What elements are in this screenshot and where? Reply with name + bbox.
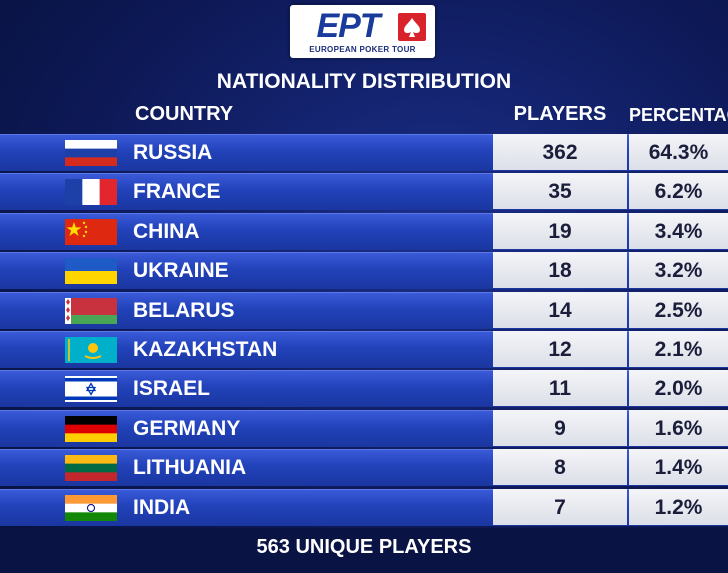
flag — [65, 337, 117, 363]
country-name: INDIA — [133, 495, 191, 519]
country-name: GERMANY — [133, 416, 241, 440]
country-name: CHINA — [133, 219, 200, 243]
spade-icon — [404, 18, 420, 37]
flag — [65, 297, 117, 324]
players-cell: 19 — [493, 212, 627, 249]
percentage-cell: 1.6% — [629, 409, 728, 446]
title: NATIONALITY DISTRIBUTION — [216, 70, 512, 93]
country-name: UKRAINE — [133, 259, 229, 283]
players-cell: 11 — [493, 370, 627, 407]
flag — [65, 140, 117, 167]
flag — [65, 179, 118, 206]
country-name: KAZAKHSTAN — [133, 338, 278, 361]
country-name: ISRAEL — [133, 377, 211, 401]
flag-image — [65, 415, 117, 442]
header-country: COUNTRY — [135, 103, 234, 125]
percentage-cell: 6.2% — [629, 173, 728, 210]
players-cell: 12 — [493, 331, 627, 367]
percentage-cell: 64.3% — [629, 134, 728, 170]
flag-image — [65, 218, 117, 245]
footer-band — [0, 528, 728, 573]
percentage-cell: 3.2% — [629, 252, 728, 289]
flag-image — [65, 297, 117, 324]
flag — [65, 455, 117, 482]
country-name: LITHUANIA — [133, 456, 247, 480]
country-name: FRANCE — [133, 180, 221, 204]
header-players: PLAYERS — [513, 103, 607, 125]
percentage-cell: 2.0% — [629, 370, 728, 407]
flag-image — [65, 337, 117, 363]
players-cell: 18 — [493, 252, 627, 289]
percentage-cell: 3.4% — [629, 212, 728, 249]
flag-image — [65, 376, 117, 403]
percentage-cell: 2.1% — [629, 331, 728, 367]
flag — [65, 376, 117, 403]
logo-icon — [398, 13, 426, 41]
flag-image — [65, 179, 118, 206]
flag-image — [65, 140, 117, 167]
flag-image — [65, 258, 117, 285]
header-percentage: PERCENTAGE — [629, 105, 728, 125]
flag — [65, 218, 117, 245]
flag — [65, 494, 117, 521]
players-cell: 9 — [493, 409, 627, 446]
flag — [65, 258, 117, 285]
flag-image — [65, 455, 117, 482]
percentage-cell: 1.4% — [629, 449, 728, 486]
country-name: RUSSIA — [133, 141, 213, 164]
flag — [65, 415, 117, 442]
players-cell: 362 — [493, 134, 627, 170]
footer: 563 UNIQUE PLAYERS — [256, 536, 472, 558]
spade — [404, 18, 420, 37]
flag-image — [65, 494, 117, 521]
percentage-cell: 1.2% — [629, 488, 728, 525]
players-cell: 7 — [493, 488, 627, 525]
logo-name: EUROPEAN POKER TOUR — [309, 45, 416, 54]
country-name: BELARUS — [133, 298, 235, 322]
players-cell: 8 — [493, 449, 627, 486]
players-cell: 35 — [493, 173, 627, 210]
players-cell: 14 — [493, 291, 627, 328]
logo-mark: EPT — [316, 7, 380, 45]
percentage-cell: 2.5% — [629, 291, 728, 328]
logo: EPT EUROPEAN POKER TOUR — [290, 5, 435, 58]
